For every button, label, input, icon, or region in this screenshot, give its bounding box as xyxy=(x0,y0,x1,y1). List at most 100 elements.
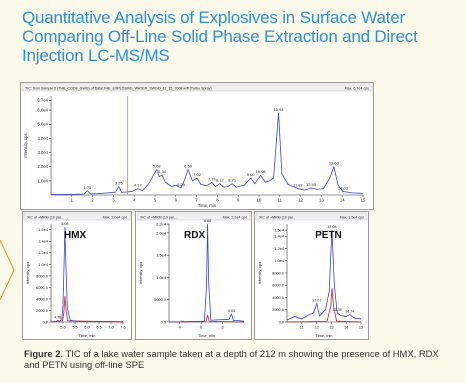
y-tick-label: 2000.0 xyxy=(272,307,285,312)
x-tick-label: 15 xyxy=(359,325,363,330)
x-tick-label: 8 xyxy=(216,198,219,203)
figure-caption: Figure 2. TIC of a lake water sample tak… xyxy=(24,348,454,370)
y-tick-label: 0.0 xyxy=(43,319,49,324)
peak-label: 13.39 xyxy=(333,308,342,312)
x-tick-label: 4 xyxy=(133,198,136,203)
series-line-2 xyxy=(286,288,362,323)
x-axis-label: Time, min xyxy=(198,203,217,208)
y-tick-label: 6.7e4 xyxy=(38,98,49,103)
slide-edge-decoration xyxy=(0,240,15,300)
y-tick-label: 2000.0 xyxy=(36,308,49,313)
peak-label: 11.87 xyxy=(293,183,303,188)
x-tick-label: 4 xyxy=(179,325,182,330)
peak-label: 10.08 xyxy=(256,169,267,174)
chart-title: XIC of +MRM (10 pai... xyxy=(140,215,177,219)
peak-label: 9.60 xyxy=(247,172,256,177)
y-axis-label: Intensity, cps xyxy=(23,133,28,157)
chart-title: XIC of +MRM (10 pai... xyxy=(27,215,64,219)
compound-label: HMX xyxy=(64,230,87,241)
series-line-1 xyxy=(50,226,124,323)
x-tick-label: 5.5 xyxy=(72,325,77,330)
peak-label: 6.59 xyxy=(184,164,193,169)
peak-label: 7.02 xyxy=(193,172,202,177)
x-tick-label: 14 xyxy=(344,325,349,330)
y-tick-label: 1.5e4 xyxy=(274,228,285,233)
series-line-1 xyxy=(50,112,364,195)
peak-label: 4.78 xyxy=(54,315,61,319)
title-line-1: Quantitative Analysis of Explosives in S… xyxy=(22,8,405,27)
x-tick-label: 2 xyxy=(91,198,94,203)
slide-title: Quantitative Analysis of Explosives in S… xyxy=(22,8,462,65)
peak-label: 6.25 xyxy=(177,182,186,187)
y-tick-label: 6000.0 xyxy=(272,283,285,288)
caption-label: Figure 2. xyxy=(24,348,64,359)
x-tick-label: 13 xyxy=(329,325,333,330)
peak-label: 12.50 xyxy=(306,182,317,187)
peak-label: 3.26 xyxy=(115,181,124,186)
y-axis-label: Intensity, cps xyxy=(138,262,143,284)
y-tick-label: 8000.0 xyxy=(36,273,49,278)
peak-label: 1.75 xyxy=(84,185,93,190)
x-tick-label: 5.0 xyxy=(60,325,66,330)
y-tick-label: 4000.0 xyxy=(36,296,49,301)
y-tick-label: 4.0e4 xyxy=(38,136,49,141)
petn-chart: XIC of +MRM (10 pai... Max. 1.5e4 cps 0.0 2… xyxy=(255,212,368,338)
y-axis-label: Intensity, cps xyxy=(257,262,262,284)
series-line-2 xyxy=(50,296,124,323)
x-tick-label: 7.5 xyxy=(120,325,125,330)
x-tick-label: 6.0 xyxy=(84,325,90,330)
x-tick-label: 10 xyxy=(257,198,262,203)
y-axis-label: Intensity, cps xyxy=(25,262,30,284)
y-tick-label: 1.2e4 xyxy=(38,250,49,255)
peak-label: 13.60 xyxy=(329,161,340,166)
y-tick-label: 1.2e4 xyxy=(274,246,285,251)
chart-max-label: Max. 6.7e4 cps xyxy=(345,86,370,90)
peak-label: 5.08 xyxy=(153,164,162,169)
y-tick-label: 2.0e4 xyxy=(156,230,167,235)
x-tick-label: 12 xyxy=(298,198,303,203)
tic-chart-panel: TIC: from Sample 5 (THE_CODE_SWG) of Dat… xyxy=(20,82,374,210)
series-line-1 xyxy=(168,223,245,323)
y-tick-label: 5.0e4 xyxy=(38,122,49,127)
title-line-3: Injection LC-MS/MS xyxy=(22,46,170,65)
peak-label: 8.12 xyxy=(216,178,225,183)
peak-label: 10.94 xyxy=(274,107,285,112)
x-tick-label: 7 xyxy=(195,198,198,203)
x-tick-label: 8 xyxy=(221,325,223,330)
compound-label: RDX xyxy=(184,230,205,241)
hmx-chart: XIC of +MRM (10 pai... Max. 2.0e4 cps 0.0 2… xyxy=(23,212,131,338)
peak-label: 4.17 xyxy=(134,183,143,188)
peak-label: 8.83 xyxy=(228,309,235,313)
x-tick-label: 9 xyxy=(237,198,240,203)
chart-header-bar xyxy=(136,212,251,221)
chart-header-bar xyxy=(23,212,131,221)
x-tick-label: 5 xyxy=(154,198,157,203)
chart-max-label: Max. 2.0e4 cps xyxy=(103,215,128,219)
x-axis-label: Time, min xyxy=(198,333,215,338)
x-tick-label: 1 xyxy=(71,198,74,203)
x-tick-label: 6 xyxy=(200,325,202,330)
peak-label: 7.73 xyxy=(208,176,217,181)
y-tick-label: 3.0e4 xyxy=(38,150,49,155)
y-tick-label: 1.4e4 xyxy=(38,239,49,244)
y-tick-label: 2.2e4 xyxy=(156,221,167,226)
y-tick-label: 1.5e4 xyxy=(156,253,167,258)
caption-text: TIC of a lake water sample taken at a de… xyxy=(24,348,439,370)
y-tick-label: 1.0e4 xyxy=(156,275,167,280)
chart-max-label: Max. 1.5e4 cps xyxy=(340,215,365,219)
tic-chart: TIC: from Sample 5 (THE_CODE_SWG) of Dat… xyxy=(21,83,373,208)
x-tick-label: 11 xyxy=(278,198,283,203)
x-tick-label: 6.5 xyxy=(96,325,101,330)
x-axis-label: Time, min xyxy=(79,333,96,338)
y-tick-label: 1.0e4 xyxy=(38,262,49,267)
y-tick-label: 1.0e4 xyxy=(38,178,49,183)
y-tick-label: 6000.0 xyxy=(36,285,49,290)
chart-title: TIC: from Sample 5 (THE_CODE_SWG) of Dat… xyxy=(25,86,212,90)
peak-label: 13.04 xyxy=(327,225,336,229)
x-tick-label: 13 xyxy=(319,198,324,203)
hmx-chart-panel: XIC of +MRM (10 pai... Max. 2.0e4 cps 0.0 2… xyxy=(22,211,132,340)
peak-label: 6.60 xyxy=(204,219,211,223)
chart-title: XIC of +MRM (10 pai... xyxy=(259,215,296,219)
y-tick-label: 0.0 xyxy=(161,319,167,324)
x-tick-label: 3 xyxy=(112,198,115,203)
